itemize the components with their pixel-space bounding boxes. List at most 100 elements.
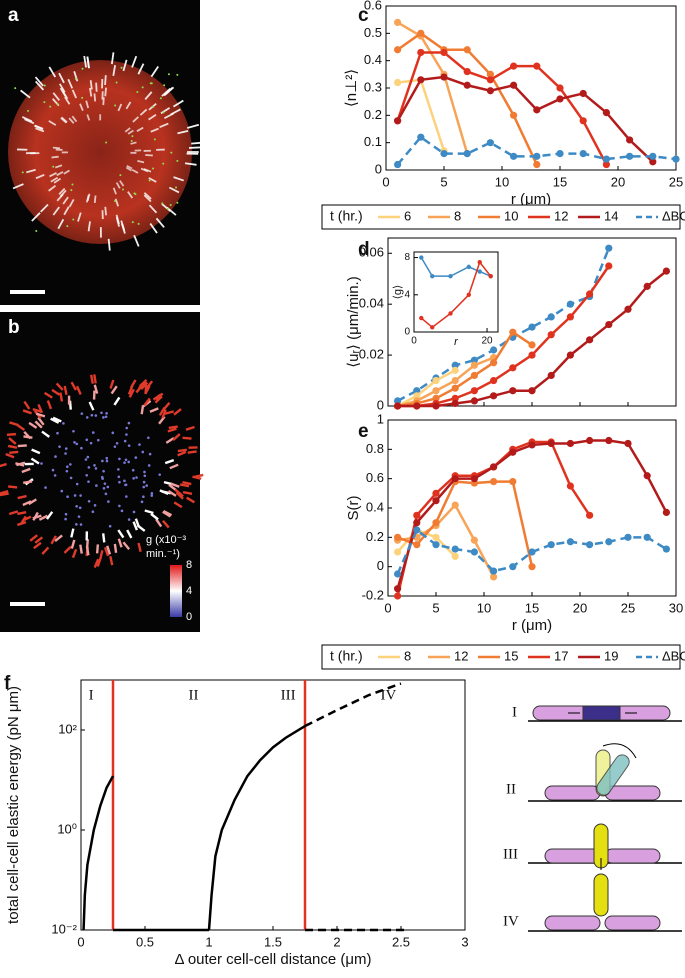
cell-marker	[52, 165, 55, 168]
cell-marker	[113, 200, 116, 203]
cell-track	[17, 511, 27, 516]
x-tick-label: 5	[440, 174, 447, 189]
velocity-arrow	[155, 217, 165, 228]
cell-marker	[43, 101, 46, 104]
cell-track	[89, 374, 94, 384]
data-point	[547, 313, 555, 321]
velocity-arrow	[93, 93, 97, 102]
cell-marker	[176, 159, 179, 162]
velocity-arrow	[104, 87, 107, 97]
cell-track	[54, 534, 63, 543]
cell-dot	[64, 517, 67, 521]
data-point	[490, 376, 498, 385]
cell-dot	[65, 469, 69, 473]
y-tick-label: 0	[377, 558, 384, 573]
velocity-arrow	[163, 112, 174, 120]
data-point	[624, 305, 632, 313]
cell-dot	[78, 506, 82, 510]
data-point	[448, 311, 453, 316]
cell-marker	[130, 139, 133, 142]
cell-dot	[58, 445, 61, 448]
cell-dot	[80, 412, 84, 415]
cell-track	[154, 392, 164, 401]
cell-dot	[123, 479, 126, 483]
legend-label: 17	[554, 648, 568, 663]
data-point	[451, 475, 459, 483]
cell-marker	[21, 171, 24, 174]
schematic-label: IV	[503, 913, 519, 929]
cell-dot	[120, 509, 124, 513]
schematic-label: I	[512, 704, 517, 720]
velocity-arrow	[55, 164, 63, 169]
data-point	[556, 150, 564, 158]
cell-dot	[75, 482, 79, 486]
cell-track	[122, 541, 131, 551]
cell-track	[50, 417, 60, 424]
data-point	[579, 117, 587, 125]
velocity-arrow	[127, 191, 134, 199]
data-point	[509, 62, 518, 70]
data-point	[486, 76, 494, 84]
cell-track	[187, 450, 197, 454]
velocity-arrow	[68, 117, 75, 124]
data-point	[394, 585, 402, 593]
cell-track	[103, 546, 110, 557]
velocity-arrow	[49, 172, 57, 178]
legend-box	[321, 204, 681, 230]
cell-track	[8, 510, 19, 516]
data-point	[394, 160, 402, 169]
overlap	[582, 705, 621, 721]
cell-dot	[142, 480, 146, 484]
data-point	[566, 538, 575, 546]
data-point	[566, 351, 575, 359]
velocity-arrow	[59, 87, 67, 97]
data-point	[605, 538, 613, 546]
image-b	[0, 312, 200, 632]
x-tick-label: 15	[553, 174, 567, 189]
data-point	[451, 501, 459, 509]
cell-track	[154, 395, 163, 404]
velocity-arrow	[144, 91, 153, 100]
cell-track	[113, 396, 121, 406]
velocity-arrow	[120, 220, 126, 231]
series-line	[396, 75, 654, 163]
y-tick-label: 1	[377, 411, 384, 426]
velocity-arrow	[173, 176, 185, 182]
data-point	[451, 399, 459, 408]
cell	[604, 785, 661, 801]
velocity-arrow	[172, 99, 184, 108]
data-point	[528, 548, 536, 556]
cell-track	[144, 385, 151, 395]
data-point	[605, 244, 613, 252]
velocity-arrow	[161, 87, 171, 97]
cell-track	[28, 498, 37, 506]
data-point	[602, 109, 611, 117]
cell-marker	[70, 189, 73, 192]
region-label: III	[281, 687, 296, 703]
cell-dot	[56, 431, 59, 435]
y-tick-label: 0.6	[366, 470, 384, 485]
data-point	[451, 394, 459, 402]
data-point	[509, 81, 518, 89]
cell-dot	[115, 441, 119, 445]
velocity-arrow	[77, 212, 82, 222]
cell-track	[34, 536, 44, 544]
cell-dot	[113, 445, 117, 448]
velocity-arrow	[26, 168, 36, 174]
data-point	[509, 387, 517, 395]
velocity-arrow	[89, 87, 93, 97]
cell-track	[22, 409, 32, 415]
panel-label: b	[8, 317, 20, 338]
cell-track	[173, 408, 182, 416]
cell-marker	[66, 225, 69, 228]
data-point	[440, 150, 448, 158]
data-point	[547, 331, 555, 339]
cell-dot	[127, 518, 131, 521]
data-point	[451, 361, 459, 369]
series-line	[396, 21, 469, 154]
velocity-arrow	[125, 101, 132, 110]
arrow	[602, 743, 637, 759]
data-point	[419, 255, 424, 260]
data-point	[566, 482, 575, 490]
